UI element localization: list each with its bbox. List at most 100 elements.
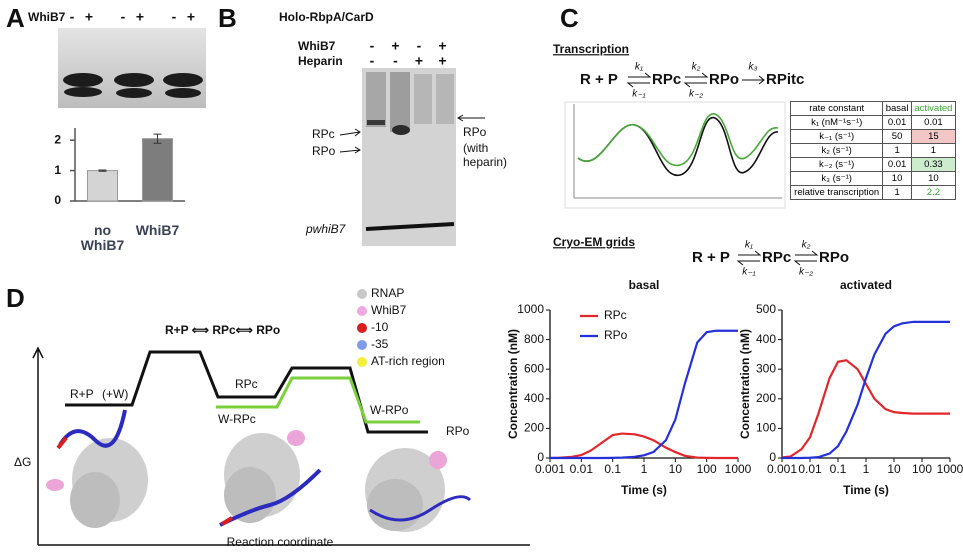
state-label: (+W)	[102, 387, 128, 401]
chart-title: basal	[629, 278, 660, 292]
y-tick-label: 500	[756, 302, 776, 316]
gel-sign: +	[136, 9, 144, 25]
table-header: basal	[882, 101, 912, 116]
gel-sign: +	[391, 38, 399, 54]
y-tick-label: 2	[54, 132, 61, 146]
section-heading: Cryo-EM grids	[553, 235, 635, 249]
gel-sign: -	[417, 38, 422, 54]
bar	[87, 170, 118, 202]
table-cell: 15	[910, 129, 957, 144]
species: R + P	[692, 249, 730, 266]
band-label: RPo	[463, 125, 487, 139]
y-tick-label: 400	[524, 391, 544, 405]
table-header: activated	[910, 101, 957, 116]
rate-label: k₋₂	[799, 267, 813, 278]
species: RPo	[709, 71, 739, 88]
gel-bands	[365, 72, 455, 231]
y-tick-label: 200	[756, 391, 776, 405]
legend-label: RPc	[604, 308, 627, 322]
legend-label: -10	[371, 320, 389, 334]
y-axis-label: Concentration (nM)	[506, 329, 520, 439]
band-label: (with	[463, 141, 488, 155]
band-label: heparin)	[463, 155, 507, 169]
gel-sign: +	[187, 9, 195, 25]
legend-swatch	[357, 340, 367, 350]
axis	[32, 346, 530, 546]
y-tick-label: 0	[769, 450, 776, 464]
y-tick-label: 800	[524, 332, 544, 346]
rate-label: k₁	[745, 240, 753, 251]
state-label: W-RPo	[370, 403, 409, 417]
table-cell: 1	[882, 143, 912, 158]
x-tick-label: 0.1	[604, 462, 621, 476]
line-series	[782, 320, 950, 460]
species: RPc	[762, 249, 791, 266]
line-series	[550, 329, 738, 460]
band-label: RPo	[312, 144, 336, 158]
y-tick-label: 0	[537, 450, 544, 464]
error-bar	[153, 133, 162, 144]
band-label: RPc	[312, 127, 335, 141]
y-axis-label: Concentration (nM)	[738, 329, 752, 439]
table-cell: 0.01	[910, 115, 957, 130]
section-heading: Transcription	[553, 42, 629, 56]
table-cell: 1	[882, 185, 912, 200]
y-tick-label: 400	[756, 332, 776, 346]
rate-label: k₁	[635, 62, 643, 73]
table-cell: 2.2	[910, 185, 957, 200]
rate-label: k₋₁	[742, 267, 755, 278]
panel-label: B	[218, 3, 237, 33]
y-tick-label: 1000	[517, 302, 544, 316]
band-label: pwhiB7	[305, 222, 347, 236]
y-tick-label: 1	[54, 163, 61, 177]
x-tick-label: 100	[912, 462, 932, 476]
x-axis-label: Time (s)	[621, 483, 667, 497]
y-tick-label: 300	[756, 361, 776, 375]
legend-swatch	[357, 306, 367, 316]
gel-sign: +	[438, 38, 446, 54]
species: RPitc	[766, 71, 804, 88]
species: RPc	[652, 71, 681, 88]
panel-label: D	[6, 283, 25, 313]
diagram-title: R+P ⟺ RPc⟺ RPo	[165, 323, 280, 337]
gel-sign: -	[393, 53, 398, 69]
table-cell: k₋₂ (s⁻¹)	[789, 157, 884, 172]
state-label: RPc	[235, 377, 258, 391]
panel-label: A	[6, 3, 25, 33]
gel-sign: -	[370, 38, 375, 54]
gel-sign: +	[85, 9, 93, 25]
x-tick-label: 0.1	[830, 462, 847, 476]
species: R + P	[580, 71, 618, 88]
table-cell: 1	[910, 143, 957, 158]
state-label: W-RPc	[218, 412, 256, 426]
x-tick-label: 100	[697, 462, 717, 476]
legend-swatch	[357, 289, 367, 299]
table-header: rate constant	[789, 101, 884, 116]
axis-label: ΔG	[14, 455, 31, 469]
rate-label: k₂	[802, 240, 811, 251]
rate-label: k₃	[749, 62, 758, 73]
x-tick-label: 0.001	[767, 462, 797, 476]
y-tick-label: 100	[756, 421, 776, 435]
legend-swatch	[357, 323, 367, 333]
state-label: R+P	[70, 387, 94, 401]
band-arrow	[457, 114, 485, 122]
legend-label: RNAP	[371, 286, 404, 300]
gel-sign: -	[370, 53, 375, 69]
gel-sign: -	[121, 9, 126, 25]
chart-title: activated	[840, 278, 892, 292]
gel-row-label: WhiB7	[28, 10, 66, 24]
line-series	[781, 359, 950, 459]
gel-row-label: WhiB7	[298, 39, 336, 53]
reaction-arrow	[626, 72, 765, 88]
line-series	[549, 432, 738, 460]
panel-label: C	[560, 3, 579, 33]
legend-label: -35	[371, 337, 389, 351]
state-label: RPo	[446, 424, 470, 438]
x-tick-label: 0.01	[570, 462, 594, 476]
gel-sign: -	[70, 9, 75, 25]
table-cell: 0.33	[910, 157, 957, 172]
rate-label: k₋₁	[632, 89, 645, 100]
